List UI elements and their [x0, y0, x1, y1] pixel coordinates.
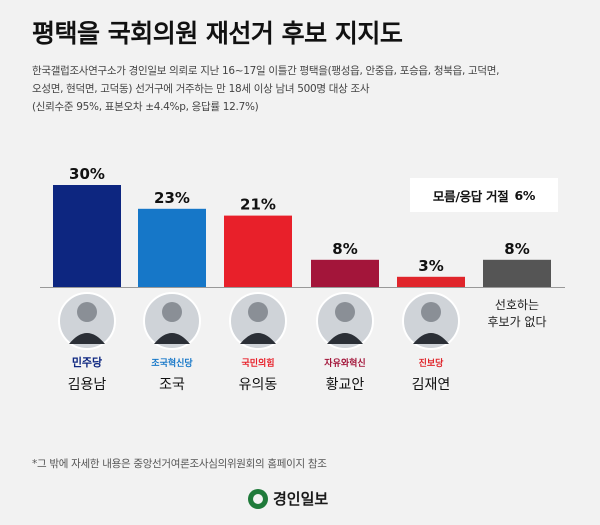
candidate-name-3: 황교안 [326, 377, 365, 393]
publisher-logo-icon [248, 488, 268, 509]
candidate-photo-body-0 [69, 333, 105, 344]
candidate-name-0: 김용남 [68, 377, 107, 393]
party-label-1: 조국혁신당 [151, 357, 193, 369]
candidate-photo-body-3 [327, 333, 363, 344]
footnote: *그 밖에 자세한 내용은 중앙선거여론조사심의위원회의 홈페이지 참조 [32, 458, 327, 470]
candidate-name-2: 유의동 [239, 377, 278, 393]
candidate-photo-head-1 [162, 302, 182, 322]
chart-title: 평택을 국회의원 재선거 후보 지지도 [32, 19, 403, 48]
bar-4 [397, 276, 465, 287]
no-response-value: 6% [514, 187, 536, 203]
candidate-photo-body-2 [240, 333, 276, 344]
chart-subtitle: 한국갤럽조사연구소가 경인일보 의뢰로 지난 16~17일 이틀간 평택을(팽성… [32, 62, 577, 116]
publisher-name: 경인일보 [273, 490, 329, 508]
subtitle-line-3: (신뢰수준 95%, 표본오차 ±4.4%p, 응답률 12.7%) [32, 101, 259, 113]
candidate-name-4: 김재연 [412, 377, 451, 393]
candidate-photo-body-4 [413, 333, 449, 344]
candidate-photo-head-2 [248, 302, 268, 322]
party-label-0: 민주당 [72, 355, 102, 369]
no-preference-label-line-2: 후보가 없다 [487, 315, 546, 329]
candidate-photo-head-4 [421, 302, 441, 322]
candidate-photo-head-3 [335, 302, 355, 322]
no-response-note: 모름/응답 거절 6% [410, 178, 558, 212]
party-label-2: 국민의힘 [241, 357, 274, 369]
publisher-logo: 경인일보 [248, 488, 328, 509]
bar-0 [53, 185, 121, 287]
bar-5 [483, 259, 551, 287]
no-response-label: 모름/응답 거절 [432, 188, 509, 204]
bar-value-label-3: 8% [332, 240, 357, 258]
bar-value-label-0: 30% [69, 165, 105, 183]
candidate-name-1: 조국 [159, 377, 185, 393]
candidate-photo-head-0 [77, 302, 97, 322]
no-preference-label-line-1: 선호하는 [495, 298, 539, 312]
subtitle-line-2: 오성면, 현덕면, 고덕동) 선거구에 거주하는 만 18세 이상 남녀 500… [32, 83, 370, 95]
bar-value-label-2: 21% [240, 196, 276, 214]
party-label-3: 자유와혁신 [324, 357, 365, 369]
party-label-4: 진보당 [419, 357, 445, 369]
bar-3 [311, 259, 379, 287]
bar-value-label-4: 3% [418, 257, 443, 275]
subtitle-line-1: 한국갤럽조사연구소가 경인일보 의뢰로 지난 16~17일 이틀간 평택을(팽성… [32, 65, 500, 77]
bar-value-label-1: 23% [154, 189, 190, 207]
bar-value-label-5: 8% [504, 240, 529, 258]
bar-1 [138, 208, 206, 287]
candidate-photo-body-1 [154, 333, 190, 344]
bar-2 [224, 215, 292, 287]
